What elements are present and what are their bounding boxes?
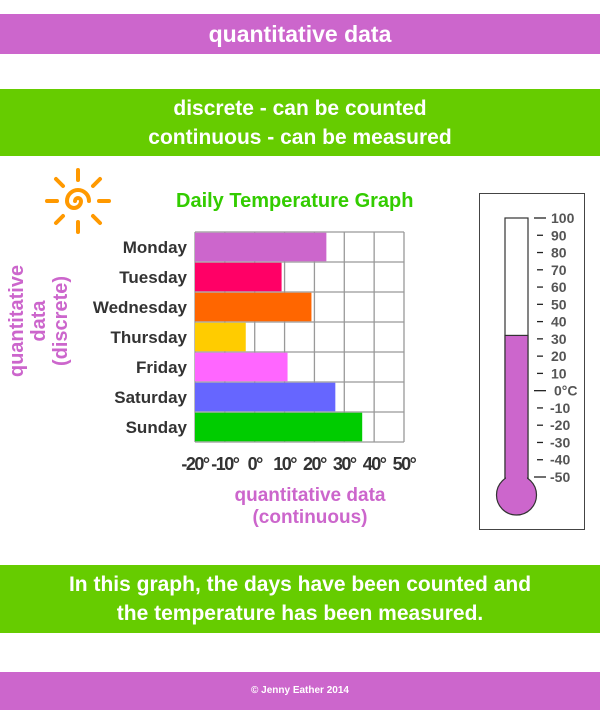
bar-monday — [195, 232, 327, 262]
thermometer-label: -10 — [550, 400, 570, 416]
summary-line-1: In this graph, the days have been counte… — [68, 573, 532, 596]
thermometer-label: 80 — [551, 245, 567, 261]
category-label: Monday — [123, 238, 188, 257]
category-label: Sunday — [126, 418, 188, 437]
thermometer-label: -40 — [550, 452, 570, 468]
thermometer-panel: 100 90 80 70 60 50 40 30 20 10 0°C -10 -20 -30 -40 -50 — [479, 193, 585, 530]
x-tick-label: 50° — [393, 454, 417, 470]
thermometer-label: 20 — [551, 348, 567, 364]
definitions-banner: discrete - can be counted continuous - c… — [0, 89, 600, 156]
x-tick-label: -20° — [181, 454, 210, 470]
category-label: Friday — [136, 358, 188, 377]
x-tick-label: 30° — [333, 454, 357, 470]
x-axis-label-line-2: (continuous) — [252, 507, 368, 528]
footer: © Jenny Eather 2014 — [0, 672, 600, 710]
thermometer-label: -50 — [550, 469, 570, 485]
definition-continuous: continuous - can be measured — [148, 126, 452, 149]
thermometer-label: 0°C — [554, 383, 578, 399]
category-label: Tuesday — [119, 268, 187, 287]
thermometer-label: 100 — [551, 210, 575, 226]
x-axis-label-line-1: quantitative data — [234, 485, 386, 506]
page-title: quantitative data — [208, 21, 392, 47]
thermometer-label: 70 — [551, 262, 567, 278]
summary-banner: In this graph, the days have been counte… — [0, 565, 600, 633]
bar-thursday — [195, 322, 246, 352]
thermometer-label: 40 — [551, 314, 567, 330]
x-tick-label: 10° — [273, 454, 297, 470]
x-tick-label: 20° — [303, 454, 327, 470]
thermometer-label: 10 — [551, 365, 567, 381]
thermometer-label: 90 — [551, 227, 567, 243]
thermometer-label: 30 — [551, 331, 567, 347]
x-tick-label: -10° — [211, 454, 240, 470]
bar-chart: Monday Tuesday Wednesday Thursday Friday Satu… — [93, 231, 418, 470]
sun-icon — [45, 168, 111, 234]
bar-friday — [195, 352, 288, 382]
bar-tuesday — [195, 262, 282, 292]
category-label: Thursday — [110, 328, 187, 347]
x-axis-label: quantitative data (continuous) — [215, 485, 405, 529]
thermometer-fill-join — [506, 336, 527, 498]
thermometer-label: -30 — [550, 434, 570, 450]
x-tick-label: 0° — [248, 454, 264, 470]
summary-line-2: the temperature has been measured. — [116, 602, 484, 625]
bar-wednesday — [195, 292, 312, 322]
category-label: Wednesday — [93, 298, 188, 317]
copyright: © Jenny Eather 2014 — [251, 685, 349, 696]
title-banner: quantitative data — [0, 14, 600, 54]
x-tick-label: 40° — [363, 454, 387, 470]
thermometer-label: -20 — [550, 417, 570, 433]
chart-title: Daily Temperature Graph — [176, 190, 414, 212]
bar-saturday — [195, 382, 336, 412]
category-label: Saturday — [114, 388, 187, 407]
thermometer-label: 60 — [551, 279, 567, 295]
definition-discrete: discrete - can be counted — [173, 97, 427, 120]
bar-sunday — [195, 412, 363, 442]
thermometer-label: 50 — [551, 296, 567, 312]
